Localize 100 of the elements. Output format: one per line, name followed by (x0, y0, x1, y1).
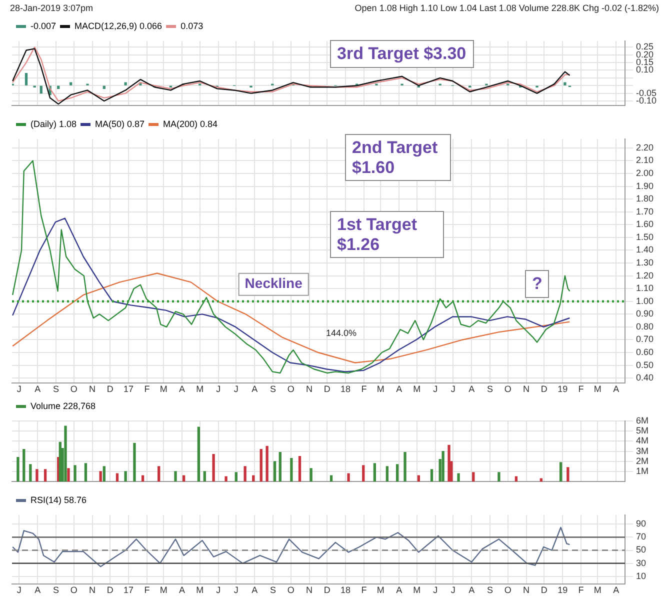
x-tick-label: J (234, 585, 238, 596)
x-tick-label: J (16, 384, 22, 394)
legend-label: -0.007 (30, 20, 56, 31)
x-tick-label: M (196, 384, 204, 394)
text: Open 1.08 High 1.10 Low 1.04 Last 1.08 Volume 228.8K Chg -0.02 (-1.82%) (354, 3, 659, 13)
x-tick-label: O (504, 585, 512, 596)
x-tick-label: M (160, 384, 168, 394)
x-tick-label: A (34, 384, 41, 394)
y-tick-label: 6M (636, 415, 649, 426)
y-tick-label: 0.90 (636, 308, 654, 319)
x-tick-label: A (613, 585, 620, 596)
y-tick-label: 70 (636, 532, 646, 542)
x-tick-label: O (70, 384, 78, 394)
x-tick-label: O (287, 585, 294, 596)
y-tick-label: 0.80 (636, 321, 654, 332)
x-tick-label: F (144, 585, 150, 596)
x-tick-label: J (433, 585, 438, 596)
x-tick-label: M (413, 384, 421, 394)
y-tick-label: 1.60 (636, 219, 654, 230)
x-tick-label: M (413, 585, 421, 596)
legend-label: Volume 228,768 (30, 400, 96, 411)
y-tick-label: 0.10 (636, 64, 654, 75)
x-tick-label: A (396, 585, 402, 596)
ref-line-label: Neckline (244, 275, 303, 292)
y-tick-label: 50 (636, 544, 646, 555)
annotation: 2nd Target $1.60 (345, 134, 451, 182)
x-tick-label: S (52, 384, 60, 394)
x-tick-label: A (468, 585, 475, 596)
x-tick-label: S (487, 585, 494, 596)
y-tick-label: 2.20 (636, 142, 654, 152)
x-tick-label: 18 (340, 384, 351, 394)
x-tick-label: F (144, 384, 150, 394)
x-tick-label: J (216, 585, 221, 596)
x-tick-label: J (216, 384, 221, 394)
legend-label: RSI(14) 58.76 (30, 494, 87, 505)
x-tick-label: A (34, 585, 41, 596)
y-tick-label: 2.10 (636, 155, 654, 166)
y-tick-label: 30 (636, 558, 646, 568)
y-tick-label: 1.30 (636, 258, 654, 268)
annotation: 3rd Target $3.30 (330, 40, 474, 68)
y-tick-label: 1.90 (636, 180, 654, 191)
x-tick-label: 17 (124, 384, 134, 394)
x-tick-label: 18 (340, 585, 351, 596)
y-tick-label: 1.10 (636, 283, 654, 294)
x-tick-label: D (106, 384, 114, 394)
x-tick-label: A (468, 384, 475, 394)
legend-label: (Daily) 1.08 (30, 118, 77, 129)
annotation: 1st Target $1.26 (330, 211, 444, 258)
y-tick-label: 2.00 (636, 168, 654, 178)
y-tick-label: 1M (636, 466, 649, 476)
legend-label: MACD(12,26,9) 0.066 (74, 20, 162, 31)
x-tick-label: N (89, 585, 96, 596)
x-tick-label: J (450, 585, 456, 596)
y-tick-label: 10 (636, 570, 646, 581)
x-tick-label: M (376, 585, 384, 596)
x-tick-label: D (540, 585, 548, 596)
y-tick-label: 2M (636, 456, 649, 466)
x-tick-label: M (376, 384, 384, 394)
x-tick-label: S (270, 585, 276, 596)
annotation: 144.0% (326, 328, 357, 338)
y-tick-label: 1.50 (636, 232, 654, 242)
annotation: ? (525, 270, 550, 298)
y-tick-label: 0.25 (636, 42, 654, 52)
y-tick-label: 1.40 (636, 244, 654, 255)
x-tick-label: A (613, 384, 620, 394)
x-tick-label: J (234, 384, 238, 394)
x-tick-label: A (179, 384, 186, 394)
x-tick-label: D (324, 384, 331, 394)
x-tick-label: 19 (558, 585, 568, 596)
y-tick-label: -0.05 (636, 88, 657, 98)
x-tick-label: F (578, 585, 584, 596)
x-tick-label: A (179, 585, 186, 596)
x-tick-label: 19 (558, 384, 568, 394)
legend-label: MA(50) 0.87 (95, 118, 145, 129)
x-tick-label: N (306, 585, 313, 596)
x-tick-label: A (252, 384, 258, 394)
x-tick-label: N (523, 585, 530, 596)
x-tick-label: A (252, 585, 258, 596)
x-tick-label: S (487, 384, 494, 394)
x-tick-label: F (578, 384, 584, 394)
x-tick-label: M (594, 384, 602, 394)
x-tick-label: N (523, 384, 530, 394)
y-tick-label: 0.20 (636, 49, 654, 60)
x-tick-label: O (70, 585, 78, 596)
legend-label: MA(200) 0.84 (163, 118, 218, 129)
x-tick-label: J (16, 585, 22, 596)
x-tick-label: F (361, 585, 368, 596)
x-tick-label: D (106, 585, 114, 596)
x-tick-label: S (52, 585, 60, 596)
y-tick-label: 0.50 (636, 360, 654, 370)
x-tick-label: M (594, 585, 602, 596)
y-tick-label: 0.40 (636, 372, 654, 383)
x-tick-label: 17 (124, 585, 134, 596)
x-tick-label: A (396, 384, 402, 394)
y-tick-label: 1.00 (636, 296, 654, 306)
x-tick-label: N (306, 384, 313, 394)
x-tick-label: O (287, 384, 294, 394)
x-tick-label: F (361, 384, 368, 394)
x-tick-label: M (160, 585, 168, 596)
y-tick-label: 1.70 (636, 206, 654, 216)
